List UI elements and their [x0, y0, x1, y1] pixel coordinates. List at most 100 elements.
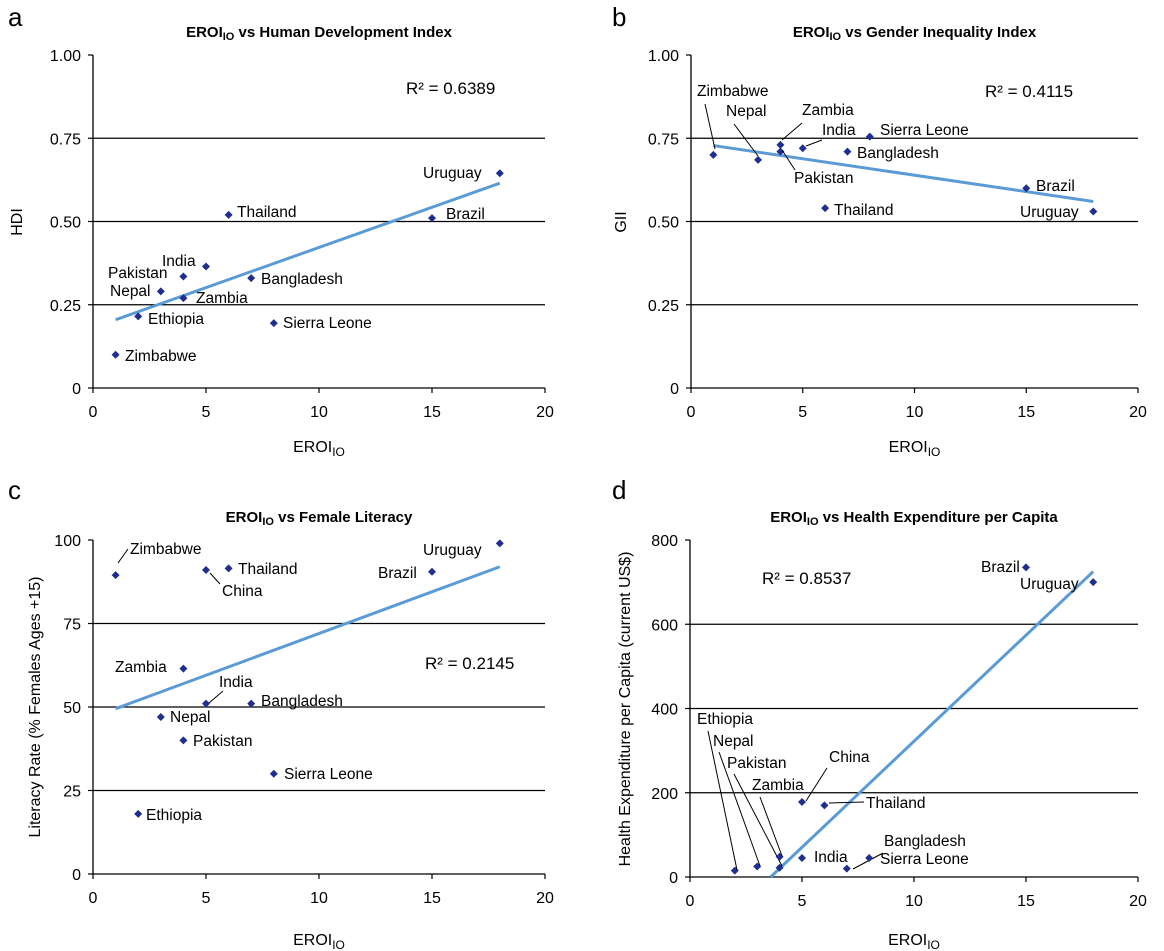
y-tick-label: 0: [72, 381, 81, 398]
y-axis-label: GII: [613, 211, 630, 232]
point-label-bangladesh: Bangladesh: [261, 693, 343, 710]
data-point-uruguay: [495, 169, 504, 178]
point-label-thailand: Thailand: [237, 204, 296, 221]
x-tick-label: 15: [1017, 893, 1035, 910]
data-point-sierra-leone: [269, 769, 278, 778]
point-label-india: India: [219, 674, 253, 691]
leader-line: [805, 139, 823, 147]
data-point-thailand: [224, 564, 233, 573]
x-tick-label: 5: [202, 890, 211, 907]
x-tick-label: 20: [536, 890, 554, 907]
point-label-uruguay: Uruguay: [1020, 204, 1079, 221]
data-point-bangladesh: [843, 147, 852, 156]
point-label-zimbabwe: Zimbabwe: [130, 541, 202, 558]
data-point-bangladesh: [247, 699, 256, 708]
leader-line: [718, 751, 761, 867]
x-tick-label: 5: [798, 404, 807, 421]
x-tick-label: 0: [89, 404, 98, 421]
data-point-uruguay: [1089, 207, 1098, 216]
data-point-ethiopia: [134, 312, 143, 321]
point-label-bangladesh: Bangladesh: [261, 271, 343, 288]
point-label-nepal: Nepal: [110, 283, 151, 300]
data-point-brazil: [1022, 184, 1031, 193]
data-point-bangladesh: [247, 274, 256, 283]
data-point-ethiopia: [134, 809, 143, 818]
data-point-brazil: [428, 567, 436, 576]
data-point-nepal: [754, 155, 763, 164]
r-squared-label: R² = 0.2145: [425, 654, 514, 673]
r-squared-label: R² = 0.8537: [762, 569, 851, 588]
chart-title: EROIIO vs Female Literacy: [226, 509, 413, 528]
r-squared-label: R² = 0.6389: [406, 79, 495, 98]
trendline: [115, 181, 501, 322]
x-tick-label: 20: [1129, 893, 1147, 910]
y-tick-label: 0: [669, 870, 678, 887]
point-label-china: China: [222, 583, 263, 600]
x-tick-label: 20: [1129, 404, 1147, 421]
point-label-bangladesh: Bangladesh: [857, 145, 939, 162]
x-tick-label: 0: [89, 890, 98, 907]
point-label-sierra-leone: Sierra Leone: [880, 122, 969, 139]
data-point-zimbabwe: [709, 150, 718, 159]
data-point-ethiopia: [730, 866, 739, 875]
point-label-sierra-leone: Sierra Leone: [283, 315, 372, 332]
point-label-pakistan: Pakistan: [108, 265, 167, 282]
y-tick-label: 400: [651, 702, 678, 719]
point-label-brazil: Brazil: [1036, 178, 1075, 195]
y-tick-label: 0.75: [50, 131, 81, 148]
y-tick-label: 0.50: [50, 215, 81, 232]
data-point-zimbabwe: [111, 350, 120, 359]
data-point-brazil: [428, 214, 436, 223]
x-tick-label: 10: [906, 404, 924, 421]
data-point-zambia: [776, 140, 785, 149]
point-label-zambia: Zambia: [802, 102, 854, 119]
point-label-nepal: Nepal: [170, 709, 211, 726]
data-point-uruguay: [495, 539, 504, 548]
data-point-zambia: [775, 852, 784, 861]
data-point-india: [798, 144, 807, 153]
chart-panel-b: b EROIIO vs Gender Inequality Index 0 0.25 0…: [612, 2, 1147, 459]
chart-panel-d: d EROIIO vs Health Expenditure per Capita…: [612, 475, 1147, 951]
point-label-ethiopia: Ethiopia: [148, 311, 204, 328]
point-label-china: China: [829, 749, 870, 766]
point-label-zambia: Zambia: [752, 777, 804, 794]
data-point-china: [798, 798, 806, 807]
point-label-pakistan: Pakistan: [794, 170, 853, 187]
x-axis-label: EROIIO: [888, 932, 940, 951]
leader-line: [852, 852, 884, 870]
leader-line: [805, 767, 828, 802]
x-tick-label: 10: [905, 893, 923, 910]
point-label-zambia: Zambia: [115, 659, 167, 676]
x-tick-label: 15: [423, 890, 441, 907]
chart-panel-c: c EROIIO vs Female Literacy 0 25 50 75 100 0 5 10…: [8, 475, 554, 951]
leader-line: [209, 572, 221, 585]
data-point-brazil: [1022, 563, 1030, 572]
point-label-zimbabwe: Zimbabwe: [697, 83, 769, 100]
leader-line: [704, 103, 716, 150]
data-point-nepal: [753, 862, 762, 871]
data-point-thailand: [820, 801, 829, 810]
data-point-thailand: [224, 210, 233, 219]
y-tick-label: 0.50: [648, 215, 679, 232]
y-axis-label: HDI: [9, 208, 26, 236]
x-axis-label: EROIIO: [889, 439, 941, 459]
leader-line: [781, 149, 796, 171]
point-label-zimbabwe: Zimbabwe: [125, 348, 197, 365]
leader-line: [733, 773, 783, 867]
y-tick-label: 50: [63, 700, 81, 717]
y-tick-label: 0.25: [50, 298, 81, 315]
panel-letter: a: [8, 2, 23, 32]
x-tick-label: 0: [686, 893, 695, 910]
x-tick-label: 0: [687, 404, 696, 421]
y-axis-label: Literacy Rate (% Females Ages +15): [27, 576, 44, 837]
point-label-india: India: [814, 849, 848, 866]
point-label-uruguay: Uruguay: [423, 165, 482, 182]
leader-line: [208, 690, 224, 704]
leader-line: [707, 730, 738, 871]
chart-title: EROIIO vs Gender Inequality Index: [793, 24, 1037, 43]
y-tick-label: 600: [651, 617, 678, 634]
data-point-pakistan: [179, 736, 188, 745]
data-point-nepal: [156, 287, 165, 296]
data-point-sierra-leone: [865, 854, 874, 863]
